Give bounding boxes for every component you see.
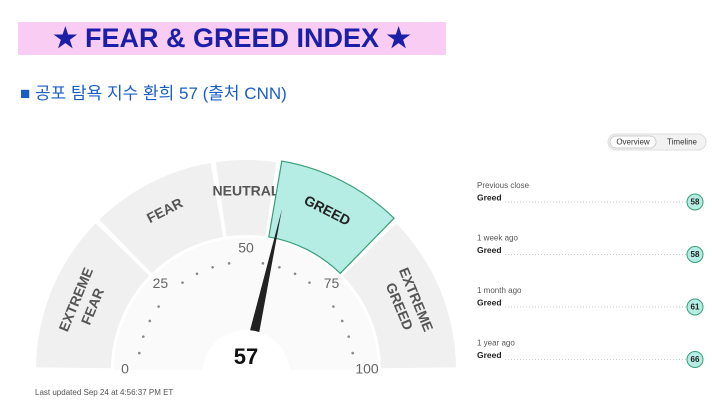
dot [351,351,354,355]
history-value: 61 [691,303,700,312]
dot [141,335,145,338]
inner-area [114,238,378,370]
center-disc [202,330,290,374]
tab[interactable]: Timeline [667,138,697,147]
history-value: 58 [691,198,700,207]
subtitle: ■ 공포 탐욕 지수 환희 57 (출처 CNN) [20,84,287,103]
dot [293,272,297,276]
dot [261,262,265,265]
dot [138,351,141,355]
page-title: ★ FEAR & GREED INDEX ★ [18,22,446,55]
gauge-zone [268,160,395,275]
history-value: 58 [691,250,700,259]
tick-label: 75 [324,275,340,291]
tab[interactable]: Overview [616,138,650,147]
needle [241,208,282,367]
history-badge [686,351,704,368]
history-label: 1 week ago [477,234,518,243]
history-badge [686,193,704,211]
history-rating: Greed [477,350,502,360]
dot [157,305,160,308]
dot [278,265,281,269]
tick-label: 100 [355,361,379,377]
history-label: 1 year ago [477,339,515,348]
gauge-zone [215,159,277,237]
dot [347,335,351,338]
history-badge [686,298,704,316]
gauge-zone [36,223,150,369]
history-value: 66 [691,355,700,364]
history-label: 1 month ago [477,286,522,295]
tab-active-bg [609,135,657,149]
history-badge [686,246,704,263]
gauge-value: 57 [234,344,258,369]
gauge-zone [342,223,456,369]
history-rating: Greed [477,192,502,202]
tick-label: 50 [238,240,254,256]
zone-label: NEUTRAL [213,183,280,199]
gauge-zone [99,163,224,274]
history-rating: Greed [477,297,502,307]
tick-label: 25 [153,275,169,291]
dot [181,281,184,284]
dot [340,319,344,323]
dot [195,272,199,276]
dot [211,265,214,269]
dot [148,319,152,323]
dot [227,262,231,265]
history-rating: Greed [477,245,502,255]
dot [332,305,335,308]
dot [308,281,311,284]
last-updated: Last updated Sep 24 at 4:56:37 PM ET [35,388,173,397]
tick-label: 0 [121,361,129,377]
history-label: Previous close [477,181,530,190]
